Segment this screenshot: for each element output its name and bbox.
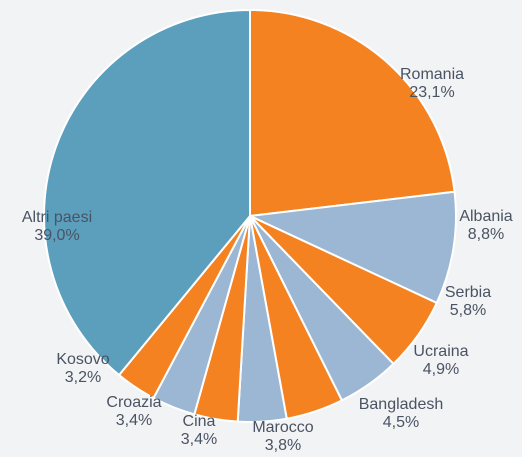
slice-percent: 8,8% bbox=[468, 226, 504, 243]
pie-slices bbox=[43, 9, 457, 423]
slice-name: Albania bbox=[459, 208, 512, 225]
slice-name: Ucraina bbox=[413, 343, 468, 360]
slice-percent: 4,9% bbox=[423, 361, 459, 378]
slice-label-marocco: Marocco 3,8% bbox=[252, 419, 313, 454]
pie-slice-romania bbox=[249, 9, 456, 217]
slice-name: Croazia bbox=[106, 394, 161, 411]
slice-percent: 3,2% bbox=[65, 369, 101, 386]
slice-percent: 3,4% bbox=[116, 412, 152, 429]
slice-label-serbia: Serbia 5,8% bbox=[445, 284, 491, 319]
slice-name: Altri paesi bbox=[22, 209, 92, 226]
pie-slice-albania bbox=[249, 190, 457, 304]
slice-percent: 5,8% bbox=[450, 302, 486, 319]
pie-labels: Romania 23,1% Albania 8,8% Serbia 5,8% Ucraina… bbox=[22, 66, 513, 454]
slice-label-cina: Cina 3,4% bbox=[181, 413, 217, 448]
slice-percent: 4,5% bbox=[383, 414, 419, 431]
slice-percent: 3,8% bbox=[265, 437, 301, 454]
slice-name: Kosovo bbox=[56, 351, 109, 368]
slice-label-albania: Albania 8,8% bbox=[459, 208, 512, 243]
slice-label-ucraina: Ucraina 4,9% bbox=[413, 343, 468, 378]
slice-label-bangladesh: Bangladesh 4,5% bbox=[359, 396, 444, 431]
slice-label-kosovo: Kosovo 3,2% bbox=[56, 351, 109, 386]
slice-name: Bangladesh bbox=[359, 396, 444, 413]
slice-percent: 23,1% bbox=[409, 84, 454, 101]
slice-percent: 3,4% bbox=[181, 431, 217, 448]
slice-name: Marocco bbox=[252, 419, 313, 436]
slice-label-romania: Romania 23,1% bbox=[400, 66, 464, 101]
slice-label-altri-paesi: Altri paesi 39,0% bbox=[22, 209, 92, 244]
slice-name: Romania bbox=[400, 66, 464, 83]
slice-name: Serbia bbox=[445, 284, 491, 301]
slice-label-croazia: Croazia 3,4% bbox=[106, 394, 161, 429]
pie-slice-altri-paesi bbox=[43, 9, 251, 377]
slice-name: Cina bbox=[183, 413, 216, 430]
slice-percent: 39,0% bbox=[34, 227, 79, 244]
